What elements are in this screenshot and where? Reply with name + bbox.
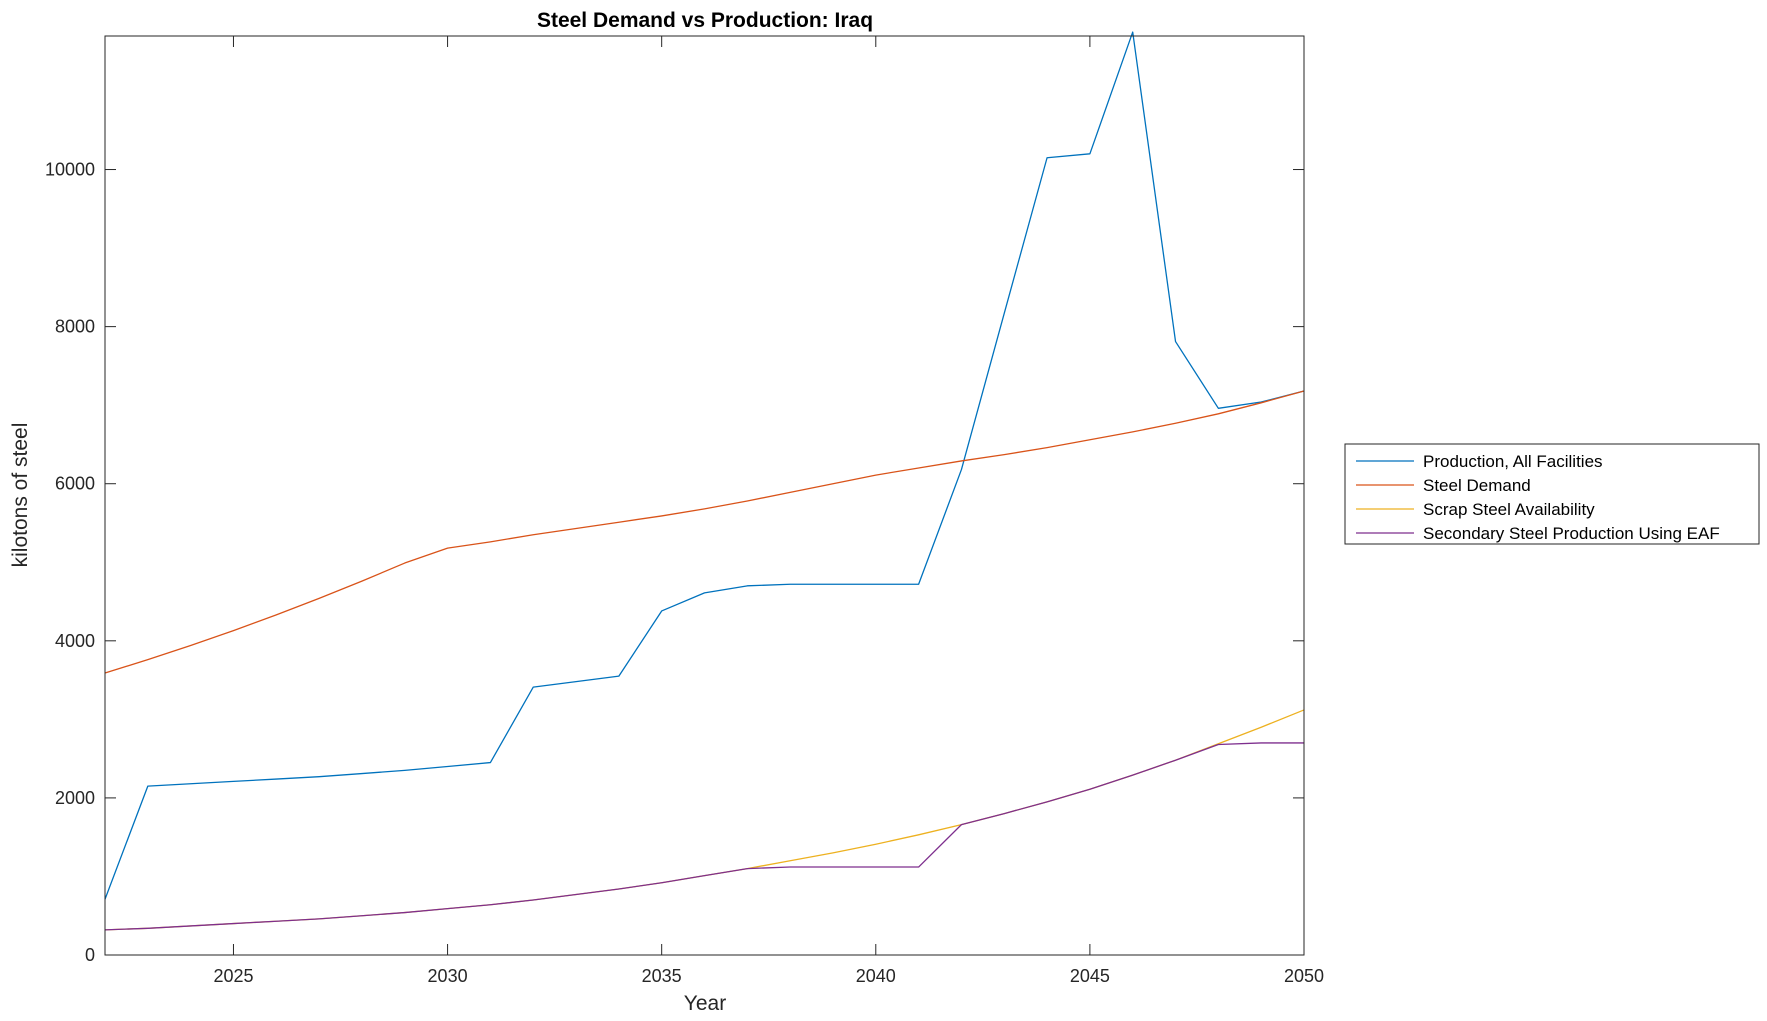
y-tick-label: 6000	[55, 474, 95, 494]
y-tick-label: 4000	[55, 631, 95, 651]
x-tick-label: 2030	[428, 966, 468, 986]
y-tick-label: 10000	[45, 160, 95, 180]
series-line-0	[104, 31, 1305, 900]
y-tick-label: 8000	[55, 317, 95, 337]
x-axis-label: Year	[684, 992, 726, 1015]
y-tick-label: 0	[85, 945, 95, 965]
series-line-1	[104, 390, 1305, 674]
y-axis-label: kilotons of steel	[9, 423, 32, 568]
legend-label-2: Scrap Steel Availability	[1423, 500, 1595, 519]
y-tick-label: 2000	[55, 788, 95, 808]
legend-label-1: Steel Demand	[1423, 476, 1531, 495]
legend-label-3: Secondary Steel Production Using EAF	[1423, 524, 1720, 543]
x-axis: 2025 2030 2035 2040 2045 2050	[213, 36, 1324, 986]
x-tick-label: 2045	[1070, 966, 1110, 986]
series-layer	[104, 31, 1305, 931]
y-axis: 0 2000 4000 6000 8000 10000	[45, 160, 1304, 965]
axes-box	[104, 35, 1305, 956]
legend-label-0: Production, All Facilities	[1423, 452, 1603, 471]
plot-background	[105, 36, 1304, 955]
x-tick-label: 2040	[856, 966, 896, 986]
series-line-3	[104, 742, 1304, 931]
legend-items: Production, All Facilities Steel Demand Sc…	[1356, 452, 1720, 543]
x-tick-label: 2050	[1284, 966, 1324, 986]
plot-area: 2025 2030 2035 2040 2045 2050 0 2000 4000 6000 80…	[45, 31, 1324, 986]
legend: Production, All Facilities Steel Demand Sc…	[1344, 443, 1760, 545]
x-tick-label: 2025	[213, 966, 253, 986]
chart-title: Steel Demand vs Production: Iraq	[537, 9, 873, 32]
x-tick-label: 2035	[642, 966, 682, 986]
